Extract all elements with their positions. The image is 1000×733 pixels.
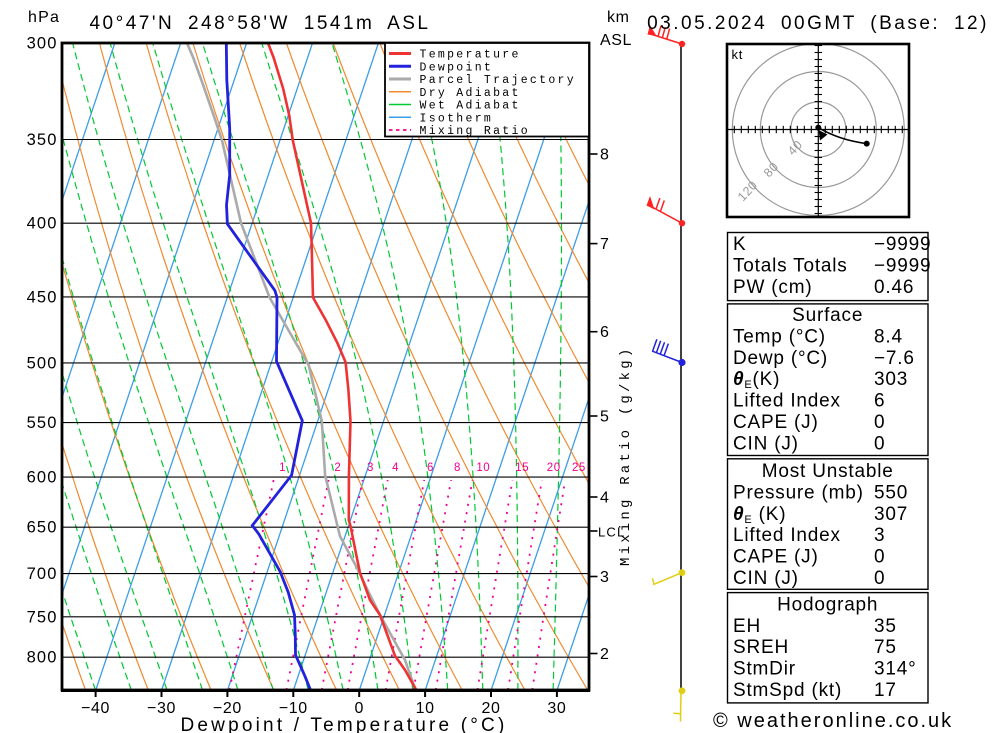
svg-text:400: 400 (27, 215, 58, 233)
svg-text:600: 600 (27, 469, 58, 487)
svg-text:CAPE (J): CAPE (J) (733, 547, 819, 568)
svg-text:800: 800 (27, 649, 58, 667)
svg-text:2: 2 (334, 462, 341, 474)
svg-text:StmDir: StmDir (733, 659, 796, 680)
svg-text:303: 303 (874, 369, 908, 390)
svg-text:0: 0 (354, 700, 364, 717)
svg-text:kt: kt (732, 47, 744, 62)
svg-text:Surface: Surface (792, 305, 863, 326)
svg-text:500: 500 (27, 354, 58, 372)
svg-text:Temp (°C): Temp (°C) (733, 326, 826, 347)
svg-text:StmSpd (kt): StmSpd (kt) (733, 680, 842, 701)
svg-text:Dewpoint: Dewpoint (420, 61, 494, 74)
svg-text:700: 700 (27, 565, 58, 583)
svg-text:K: K (733, 234, 746, 255)
svg-text:314°: 314° (874, 659, 917, 680)
svg-text:−20: −20 (213, 700, 242, 717)
svg-text:Lifted Index: Lifted Index (733, 525, 841, 546)
svg-text:Mixing Ratio (g/kg): Mixing Ratio (g/kg) (618, 346, 634, 566)
svg-text:0: 0 (874, 433, 885, 454)
svg-text:10: 10 (476, 462, 490, 474)
svg-text:25: 25 (572, 462, 586, 474)
svg-text:40°47'N 248°58'W 1541m ASL: 40°47'N 248°58'W 1541m ASL (89, 13, 430, 34)
svg-text:300: 300 (27, 35, 58, 53)
svg-text:6: 6 (874, 391, 885, 412)
svg-text:−30: −30 (147, 700, 176, 717)
svg-text:−9999: −9999 (874, 234, 931, 255)
svg-text:8: 8 (454, 462, 461, 474)
svg-text:Dewp (°C): Dewp (°C) (733, 348, 828, 369)
svg-text:35: 35 (874, 616, 897, 637)
svg-text:650: 650 (27, 519, 58, 537)
svg-text:Dry Adiabat: Dry Adiabat (420, 87, 521, 100)
svg-text:5: 5 (600, 409, 610, 426)
svg-text:8.4: 8.4 (874, 326, 903, 347)
svg-text:0: 0 (874, 547, 885, 568)
svg-text:Mixing Ratio: Mixing Ratio (420, 125, 530, 138)
svg-text:θE(K): θE(K) (733, 369, 780, 391)
svg-text:10: 10 (416, 700, 435, 717)
svg-text:Temperature: Temperature (420, 49, 521, 62)
svg-text:307: 307 (874, 504, 908, 525)
svg-text:15: 15 (515, 462, 529, 474)
svg-text:Parcel Trajectory: Parcel Trajectory (420, 74, 576, 87)
svg-text:550: 550 (874, 482, 908, 503)
svg-text:17: 17 (874, 680, 897, 701)
svg-text:EH: EH (733, 616, 761, 637)
svg-text:750: 750 (27, 608, 58, 626)
svg-text:Lifted Index: Lifted Index (733, 391, 841, 412)
svg-text:SREH: SREH (733, 637, 789, 658)
svg-text:3: 3 (367, 462, 374, 474)
svg-text:7: 7 (600, 236, 610, 253)
svg-text:450: 450 (27, 288, 58, 306)
svg-text:0.46: 0.46 (874, 277, 914, 298)
svg-text:−9999: −9999 (874, 255, 931, 276)
svg-text:4: 4 (392, 462, 399, 474)
svg-text:Totals Totals: Totals Totals (733, 255, 848, 276)
svg-text:Dewpoint / Temperature (°C): Dewpoint / Temperature (°C) (180, 715, 507, 733)
svg-text:550: 550 (27, 414, 58, 432)
svg-text:2: 2 (600, 646, 610, 663)
svg-text:−10: −10 (279, 700, 308, 717)
svg-text:0: 0 (874, 568, 885, 589)
svg-text:8: 8 (600, 147, 610, 164)
svg-text:CIN (J): CIN (J) (733, 433, 799, 454)
svg-text:30: 30 (547, 700, 566, 717)
svg-text:© weatheronline.co.uk: © weatheronline.co.uk (713, 710, 953, 732)
svg-text:km: km (607, 9, 630, 26)
svg-text:350: 350 (27, 131, 58, 149)
svg-text:6: 6 (600, 324, 610, 341)
svg-text:20: 20 (482, 700, 501, 717)
svg-text:75: 75 (874, 637, 897, 658)
svg-text:LCL: LCL (598, 525, 625, 540)
svg-text:0: 0 (874, 412, 885, 433)
svg-text:hPa: hPa (28, 9, 60, 26)
svg-text:θE (K): θE (K) (733, 504, 786, 526)
svg-text:Wet Adiabat: Wet Adiabat (420, 100, 521, 113)
svg-text:4: 4 (600, 490, 610, 507)
svg-text:Pressure (mb): Pressure (mb) (733, 482, 864, 503)
svg-text:−40: −40 (81, 700, 110, 717)
svg-text:3: 3 (600, 569, 610, 586)
svg-text:CIN (J): CIN (J) (733, 568, 799, 589)
svg-text:Most Unstable: Most Unstable (762, 461, 894, 482)
svg-text:20: 20 (547, 462, 561, 474)
svg-text:Hodograph: Hodograph (777, 594, 878, 615)
svg-text:Isotherm: Isotherm (420, 112, 494, 125)
svg-text:6: 6 (427, 462, 434, 474)
svg-text:PW (cm): PW (cm) (733, 277, 812, 298)
svg-text:CAPE (J): CAPE (J) (733, 412, 819, 433)
svg-text:03.05.2024 00GMT (Base: 12): 03.05.2024 00GMT (Base: 12) (647, 13, 989, 34)
svg-text:ASL: ASL (600, 32, 632, 49)
svg-text:−7.6: −7.6 (874, 348, 915, 369)
svg-text:1: 1 (279, 462, 286, 474)
svg-text:3: 3 (874, 525, 885, 546)
